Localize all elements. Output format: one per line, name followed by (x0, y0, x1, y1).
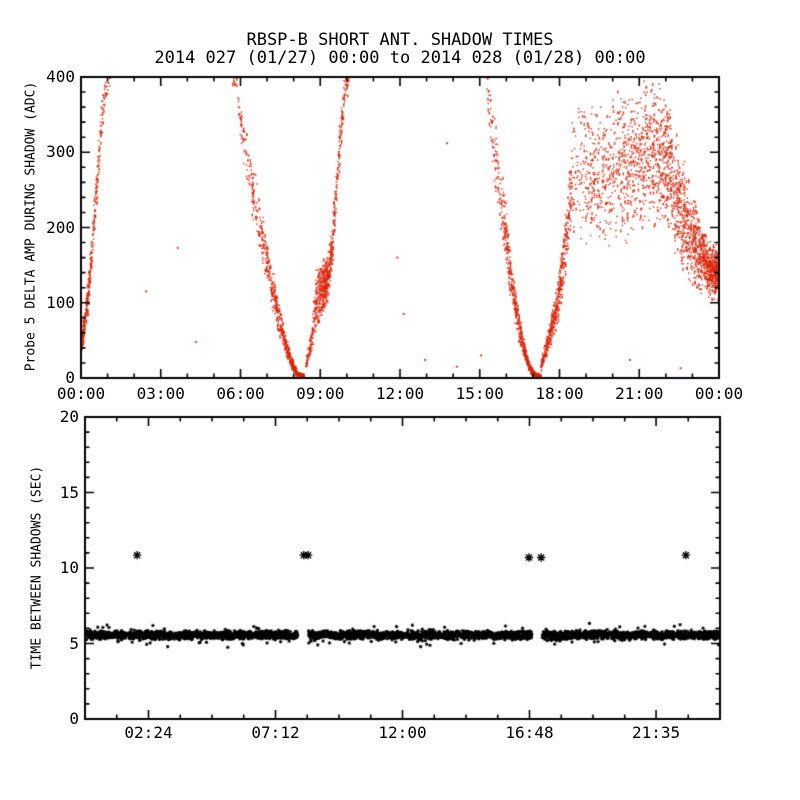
x-tick-label-panel1-5: 15:00 (455, 384, 504, 403)
chart-title: RBSP-B SHORT ANT. SHADOW TIMES (246, 30, 554, 50)
x-tick-label-panel2-4: 21:35 (631, 723, 681, 742)
x-tick-label-panel1-4: 12:00 (375, 384, 425, 403)
y-tick-label-panel2-3: 15 (59, 482, 79, 502)
x-tick-label-panel1-7: 21:00 (615, 384, 664, 403)
chart-subtitle: 2014 027 (01/27) 00:00 to 2014 028 (01/2… (154, 48, 646, 68)
x-tick-label-panel2-0: 02:24 (124, 723, 173, 742)
y-tick-label-panel2-1: 5 (69, 633, 79, 653)
x-tick-label-panel1-8: 00:00 (694, 384, 744, 403)
y-tick-label-panel2-0: 0 (69, 709, 79, 728)
x-tick-label-panel1-6: 18:00 (535, 384, 584, 403)
x-tick-label-panel1-2: 06:00 (216, 384, 265, 403)
x-tick-label-panel1-3: 09:00 (296, 384, 345, 403)
y-tick-label-panel2-2: 10 (59, 558, 79, 577)
x-tick-label-panel2-3: 16:48 (505, 723, 554, 742)
y-tick-label-panel1-3: 300 (46, 142, 75, 162)
x-tick-label-panel1-0: 00:00 (56, 384, 106, 403)
y-tick-label-panel1-2: 200 (46, 217, 75, 237)
x-tick-label-panel2-2: 12:00 (378, 723, 427, 742)
x-tick-label-panel1-1: 03:00 (136, 384, 185, 403)
y-tick-label-panel2-4: 20 (59, 407, 79, 426)
x-tick-label-panel2-1: 07:12 (251, 723, 300, 742)
y-tick-label-panel1-4: 400 (46, 67, 75, 86)
y-tick-label-panel1-0: 0 (65, 368, 75, 387)
y-tick-label-panel1-1: 100 (46, 292, 75, 312)
